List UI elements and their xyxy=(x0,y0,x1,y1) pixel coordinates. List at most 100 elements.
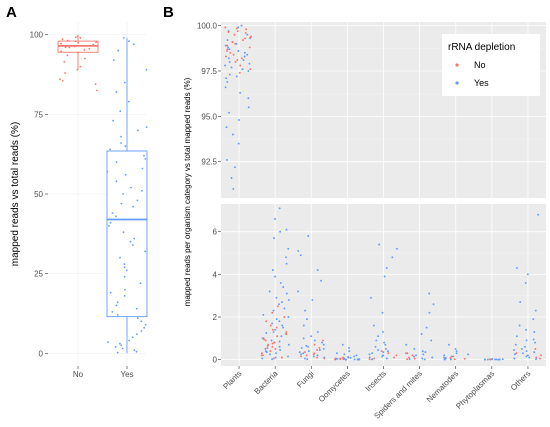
data-point-yes xyxy=(275,318,278,321)
data-point-yes xyxy=(336,357,339,360)
data-point-yes xyxy=(424,351,427,354)
data-point-yes xyxy=(232,187,235,190)
data-point-yes xyxy=(298,351,301,354)
data-point-no xyxy=(405,352,407,355)
data-point-yes xyxy=(381,311,384,314)
panel-b-y-tick-label: 4 xyxy=(213,270,218,279)
data-point-yes xyxy=(109,291,112,294)
panel-b-y-tick-label: 95.0 xyxy=(201,112,217,121)
data-point-yes xyxy=(269,353,271,356)
data-point-yes xyxy=(304,309,307,312)
data-point-yes xyxy=(425,326,428,329)
data-point-no xyxy=(59,78,61,81)
data-point-yes xyxy=(383,275,386,278)
data-point-yes xyxy=(123,266,126,269)
data-point-yes xyxy=(128,40,130,42)
data-point-yes xyxy=(486,358,489,361)
data-point-no xyxy=(64,46,67,49)
panel-b-y-tick-label: 97.5 xyxy=(201,67,217,76)
panel-a-y-tick-label: 50 xyxy=(34,190,43,199)
data-point-yes xyxy=(274,275,277,278)
data-point-no xyxy=(261,354,264,357)
data-point-yes xyxy=(347,356,350,359)
data-point-yes xyxy=(274,328,277,331)
data-point-yes xyxy=(525,328,527,331)
data-point-yes xyxy=(287,355,289,358)
data-point-yes xyxy=(226,80,229,83)
data-point-yes xyxy=(353,355,356,358)
data-point-no xyxy=(239,64,242,67)
data-point-yes xyxy=(422,353,425,356)
data-point-yes xyxy=(353,358,356,361)
data-point-yes xyxy=(533,330,536,333)
legend: rRNA depletion No Yes xyxy=(442,34,540,96)
panel-b: 92.5 95.0 97.5 100.0 0 2 4 6 Plants Bacteria Fung… xyxy=(183,22,546,421)
data-point-yes xyxy=(124,145,127,148)
data-point-yes xyxy=(423,358,426,361)
data-point-no xyxy=(339,358,342,361)
panel-b-x-tick-label: Plants xyxy=(221,369,243,391)
data-point-yes xyxy=(431,356,434,359)
data-point-yes xyxy=(514,343,517,346)
data-point-yes xyxy=(443,354,446,357)
data-point-yes xyxy=(224,64,227,67)
data-point-yes xyxy=(130,186,133,189)
data-point-no xyxy=(304,351,306,354)
data-point-yes xyxy=(120,142,122,144)
data-point-yes xyxy=(246,53,249,56)
data-point-yes xyxy=(274,217,277,220)
data-point-yes xyxy=(139,282,142,285)
data-point-no xyxy=(323,357,326,360)
data-point-yes xyxy=(521,352,524,355)
data-point-yes xyxy=(322,347,325,350)
data-point-no xyxy=(74,40,77,43)
data-point-no xyxy=(231,41,234,43)
data-point-yes xyxy=(144,158,147,160)
data-point-yes xyxy=(133,349,136,351)
data-point-no xyxy=(406,358,409,361)
panel-a-x-tick-label: No xyxy=(73,370,84,379)
data-point-no xyxy=(76,68,79,71)
data-point-yes xyxy=(280,301,283,304)
data-point-yes xyxy=(285,256,287,259)
data-point-yes xyxy=(519,301,522,304)
data-point-yes xyxy=(282,286,285,289)
data-point-no xyxy=(280,356,283,359)
data-point-no xyxy=(249,68,252,71)
data-point-no xyxy=(68,46,71,49)
data-point-no xyxy=(380,350,383,353)
data-point-yes xyxy=(237,50,240,52)
panel-a-x-tick-label: Yes xyxy=(120,370,133,379)
panel-b-y-tick-label: 92.5 xyxy=(201,158,217,167)
data-point-yes xyxy=(532,338,535,341)
panel-a-y-tick-label: 100 xyxy=(30,31,44,40)
data-point-yes xyxy=(237,119,240,121)
data-point-yes xyxy=(242,59,245,62)
data-point-yes xyxy=(494,358,497,361)
data-point-yes xyxy=(135,350,138,353)
data-point-yes xyxy=(368,356,371,359)
data-point-yes xyxy=(112,119,114,122)
data-point-yes xyxy=(300,346,303,349)
data-point-yes xyxy=(513,357,516,360)
legend-label-yes: Yes xyxy=(474,78,489,88)
data-point-no xyxy=(77,52,79,54)
data-point-no xyxy=(534,347,537,350)
data-point-yes xyxy=(119,342,121,345)
data-point-yes xyxy=(312,355,315,358)
box-yes xyxy=(106,37,148,354)
data-point-no xyxy=(238,71,241,74)
data-point-yes xyxy=(349,356,352,359)
panel-a-y-tick-label: 0 xyxy=(39,349,44,358)
data-point-no xyxy=(368,358,371,361)
data-point-yes xyxy=(278,303,280,306)
data-point-no xyxy=(463,357,466,360)
data-point-yes xyxy=(297,290,300,293)
data-point-yes xyxy=(282,326,285,329)
data-point-yes xyxy=(428,292,431,295)
data-point-yes xyxy=(371,352,374,355)
data-point-yes xyxy=(283,307,286,310)
data-point-no xyxy=(92,43,95,46)
data-point-no xyxy=(271,345,274,348)
panel-a-y-axis-title: mapped reads vs total reads (%) xyxy=(10,122,21,267)
